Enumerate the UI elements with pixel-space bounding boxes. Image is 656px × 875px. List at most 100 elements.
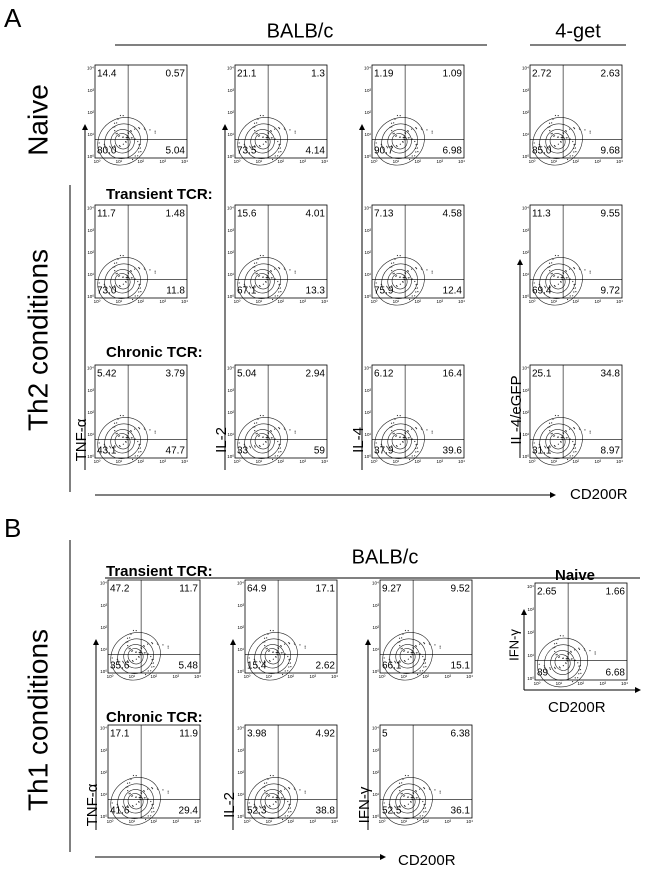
- event-dot: [263, 637, 266, 639]
- event-dot: [557, 276, 559, 278]
- event-dot: [419, 815, 421, 817]
- event-dot: [113, 122, 116, 124]
- quadrant-value: 21.1: [237, 69, 257, 80]
- event-dot: [565, 129, 567, 132]
- event-dot: [407, 658, 409, 660]
- event-dot: [589, 130, 591, 132]
- event-dot: [575, 291, 577, 293]
- event-dot: [557, 283, 559, 285]
- event-dot: [138, 128, 141, 130]
- quadrant-value: 1.48: [166, 209, 186, 220]
- event-dot: [259, 114, 262, 117]
- event-dot: [434, 789, 436, 791]
- tick-label: 10³: [159, 159, 166, 164]
- tick-label: 10²: [100, 770, 107, 775]
- tick-label: 10¹: [87, 132, 94, 137]
- event-dot: [278, 268, 281, 270]
- event-dot: [130, 633, 132, 635]
- quadrant-value: 33: [237, 446, 249, 457]
- event-dot: [394, 805, 396, 807]
- event-dot: [415, 144, 417, 146]
- event-dot: [265, 281, 267, 283]
- event-dot: [271, 137, 273, 139]
- event-dot: [410, 652, 412, 654]
- event-dot: [127, 790, 129, 792]
- event-dot: [408, 298, 411, 301]
- event-dot: [422, 670, 424, 672]
- event-dot: [393, 422, 395, 424]
- tick-label: 10⁴: [364, 66, 371, 71]
- tick-label: 10²: [364, 250, 371, 255]
- event-dot: [272, 630, 274, 632]
- event-dot: [533, 282, 535, 284]
- contour: [382, 632, 433, 681]
- event-dot: [150, 670, 152, 672]
- plot-frame: [244, 579, 338, 674]
- event-dot: [255, 273, 257, 275]
- event-dot: [289, 269, 291, 271]
- event-dot: [266, 782, 268, 784]
- tick-label: 10⁴: [522, 366, 529, 371]
- event-dot: [421, 268, 423, 271]
- quadrant-value: 47.7: [166, 446, 186, 457]
- event-dot: [138, 287, 140, 290]
- event-dot: [256, 422, 258, 424]
- contour: [97, 417, 148, 466]
- event-dot: [280, 451, 282, 453]
- event-dot: [154, 432, 156, 434]
- contour: [123, 644, 148, 669]
- event-dot: [389, 426, 391, 428]
- event-dot: [589, 272, 591, 274]
- event-dot: [399, 143, 401, 145]
- event-dot: [415, 268, 418, 270]
- event-dot: [280, 151, 282, 153]
- event-dot: [138, 426, 140, 429]
- contour: [237, 417, 288, 466]
- event-dot: [280, 291, 282, 293]
- event-dot: [549, 445, 551, 447]
- event-dot: [414, 155, 416, 157]
- tick-label: 10⁴: [227, 366, 234, 371]
- event-dot: [151, 641, 153, 644]
- tick-label: 10²: [522, 110, 529, 115]
- event-dot: [266, 135, 268, 137]
- event-dot: [557, 143, 559, 145]
- contour: [254, 273, 271, 290]
- quadrant-value: 9.27: [382, 584, 402, 595]
- event-dot: [575, 451, 577, 453]
- event-dot: [253, 122, 256, 124]
- event-dot: [278, 144, 280, 146]
- event-dot: [574, 649, 576, 651]
- event-dot: [149, 129, 151, 131]
- tick-label: 10³: [87, 88, 94, 93]
- event-dot: [269, 629, 272, 632]
- event-dot: [552, 258, 554, 260]
- event-dot: [262, 283, 264, 285]
- event-dot: [403, 275, 405, 277]
- event-dot: [544, 147, 547, 149]
- contour: [387, 269, 412, 294]
- quadrant-value: 25.1: [532, 369, 552, 380]
- contour: [110, 632, 161, 681]
- event-dot: [396, 414, 399, 417]
- tick-label: 10⁰: [107, 819, 114, 824]
- tick-label: 10⁴: [372, 726, 379, 731]
- event-dot: [254, 285, 256, 287]
- event-dot: [262, 786, 264, 788]
- tick-label: 10⁰: [234, 459, 241, 464]
- quadrant-value: 67.1: [237, 286, 257, 297]
- event-dot: [552, 647, 554, 649]
- event-dot: [117, 118, 119, 120]
- contour: [110, 269, 135, 294]
- event-dot: [394, 258, 396, 260]
- tick-label: 10²: [87, 250, 94, 255]
- quadrant-value: 43.1: [97, 446, 117, 457]
- event-dot: [256, 262, 258, 264]
- event-dot: [281, 673, 284, 676]
- event-dot: [398, 637, 401, 639]
- event-dot: [380, 443, 382, 445]
- quadrant-value: 4.14: [306, 146, 326, 157]
- event-dot: [138, 147, 140, 150]
- event-dot: [114, 266, 116, 268]
- tick-label: 10²: [138, 159, 145, 164]
